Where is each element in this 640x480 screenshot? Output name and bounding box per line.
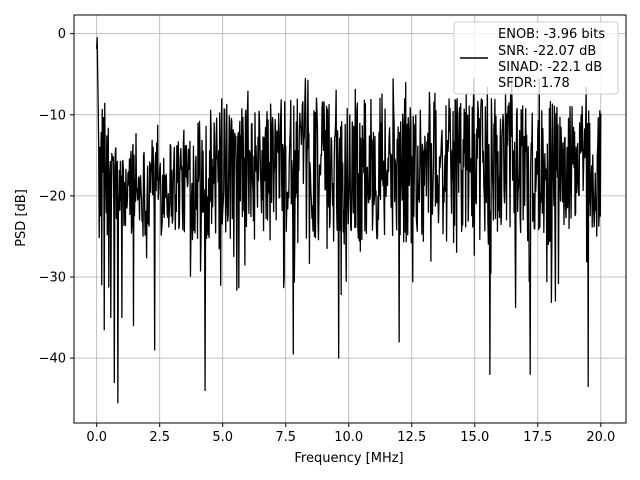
y-tick-label: −40 xyxy=(39,352,66,367)
x-tick-label: 7.5 xyxy=(275,430,296,445)
y-tick-label: −10 xyxy=(39,108,66,123)
y-tick-label: −30 xyxy=(39,270,66,285)
x-tick-label: 17.5 xyxy=(523,430,552,445)
legend-sinad: SINAD: -22.1 dB xyxy=(498,60,602,75)
x-tick-label: 20.0 xyxy=(586,430,615,445)
y-tick-label: 0 xyxy=(58,27,66,42)
legend-enob: ENOB: -3.96 bits xyxy=(498,27,605,42)
x-tick-label: 10.0 xyxy=(334,430,363,445)
y-axis-title: PSD [dB] xyxy=(14,189,29,247)
x-tick-label: 2.5 xyxy=(149,430,170,445)
axes-frame xyxy=(73,14,627,424)
x-tick-label: 15.0 xyxy=(460,430,489,445)
x-axis-title: Frequency [MHz] xyxy=(294,451,403,466)
x-tick-label: 5.0 xyxy=(212,430,233,445)
legend-sfdr: SFDR: 1.78 xyxy=(498,76,570,91)
ticks: 0.0 2.5 5.0 7.5 10.0 12.5 15.0 17.5 20.0 0 −10 −20 −… xyxy=(39,27,616,445)
x-tick-label: 0.0 xyxy=(86,430,107,445)
y-tick-label: −20 xyxy=(39,189,66,204)
x-tick-label: 12.5 xyxy=(397,430,426,445)
legend: ENOB: -3.96 bits SNR: -22.07 dB SINAD: -… xyxy=(453,21,619,95)
legend-box xyxy=(453,21,619,95)
psd-series-line xyxy=(96,37,602,404)
legend-snr: SNR: -22.07 dB xyxy=(498,44,596,59)
series-layer xyxy=(96,37,602,404)
